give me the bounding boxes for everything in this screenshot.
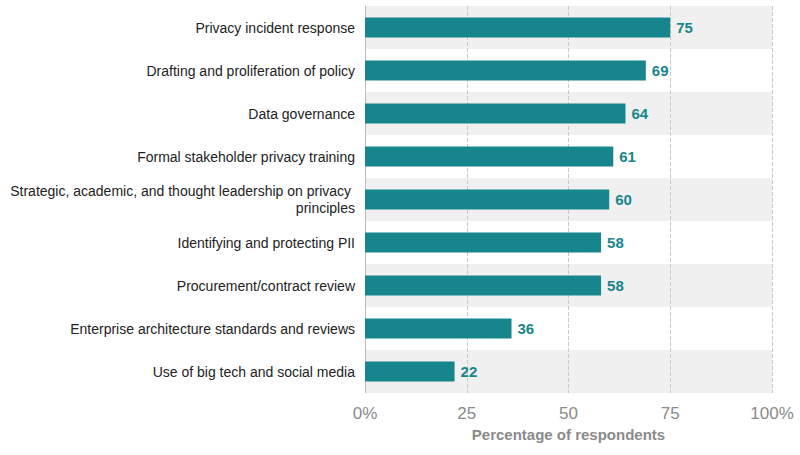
svg-text:75: 75 [676,19,693,36]
svg-text:Use of big tech and social med: Use of big tech and social media [153,364,356,380]
svg-text:61: 61 [619,148,636,165]
svg-text:Data governance: Data governance [248,106,355,122]
svg-text:58: 58 [607,277,624,294]
svg-text:0%: 0% [353,404,378,423]
svg-text:36: 36 [518,320,535,337]
svg-text:22: 22 [461,363,478,380]
svg-text:58: 58 [607,234,624,251]
svg-text:Drafting and proliferation of: Drafting and proliferation of policy [146,63,355,79]
svg-text:60: 60 [615,191,632,208]
svg-text:Procurement/contract review: Procurement/contract review [177,278,356,294]
svg-text:Identifying and protecting PII: Identifying and protecting PII [178,235,355,251]
svg-text:principles: principles [296,200,355,216]
svg-text:69: 69 [652,62,669,79]
svg-text:Strategic, academic, and thoug: Strategic, academic, and thought leaders… [10,183,355,199]
svg-text:25: 25 [457,404,476,423]
svg-text:50: 50 [559,404,578,423]
svg-text:Privacy incident response: Privacy incident response [195,20,355,36]
svg-text:64: 64 [631,105,648,122]
svg-text:Percentage of respondents: Percentage of respondents [472,426,665,443]
svg-text:75: 75 [661,404,680,423]
svg-text:Formal stakeholder privacy tra: Formal stakeholder privacy training [137,149,355,165]
svg-text:100%: 100% [750,404,793,423]
svg-text:Enterprise architecture standa: Enterprise architecture standards and re… [70,321,355,337]
